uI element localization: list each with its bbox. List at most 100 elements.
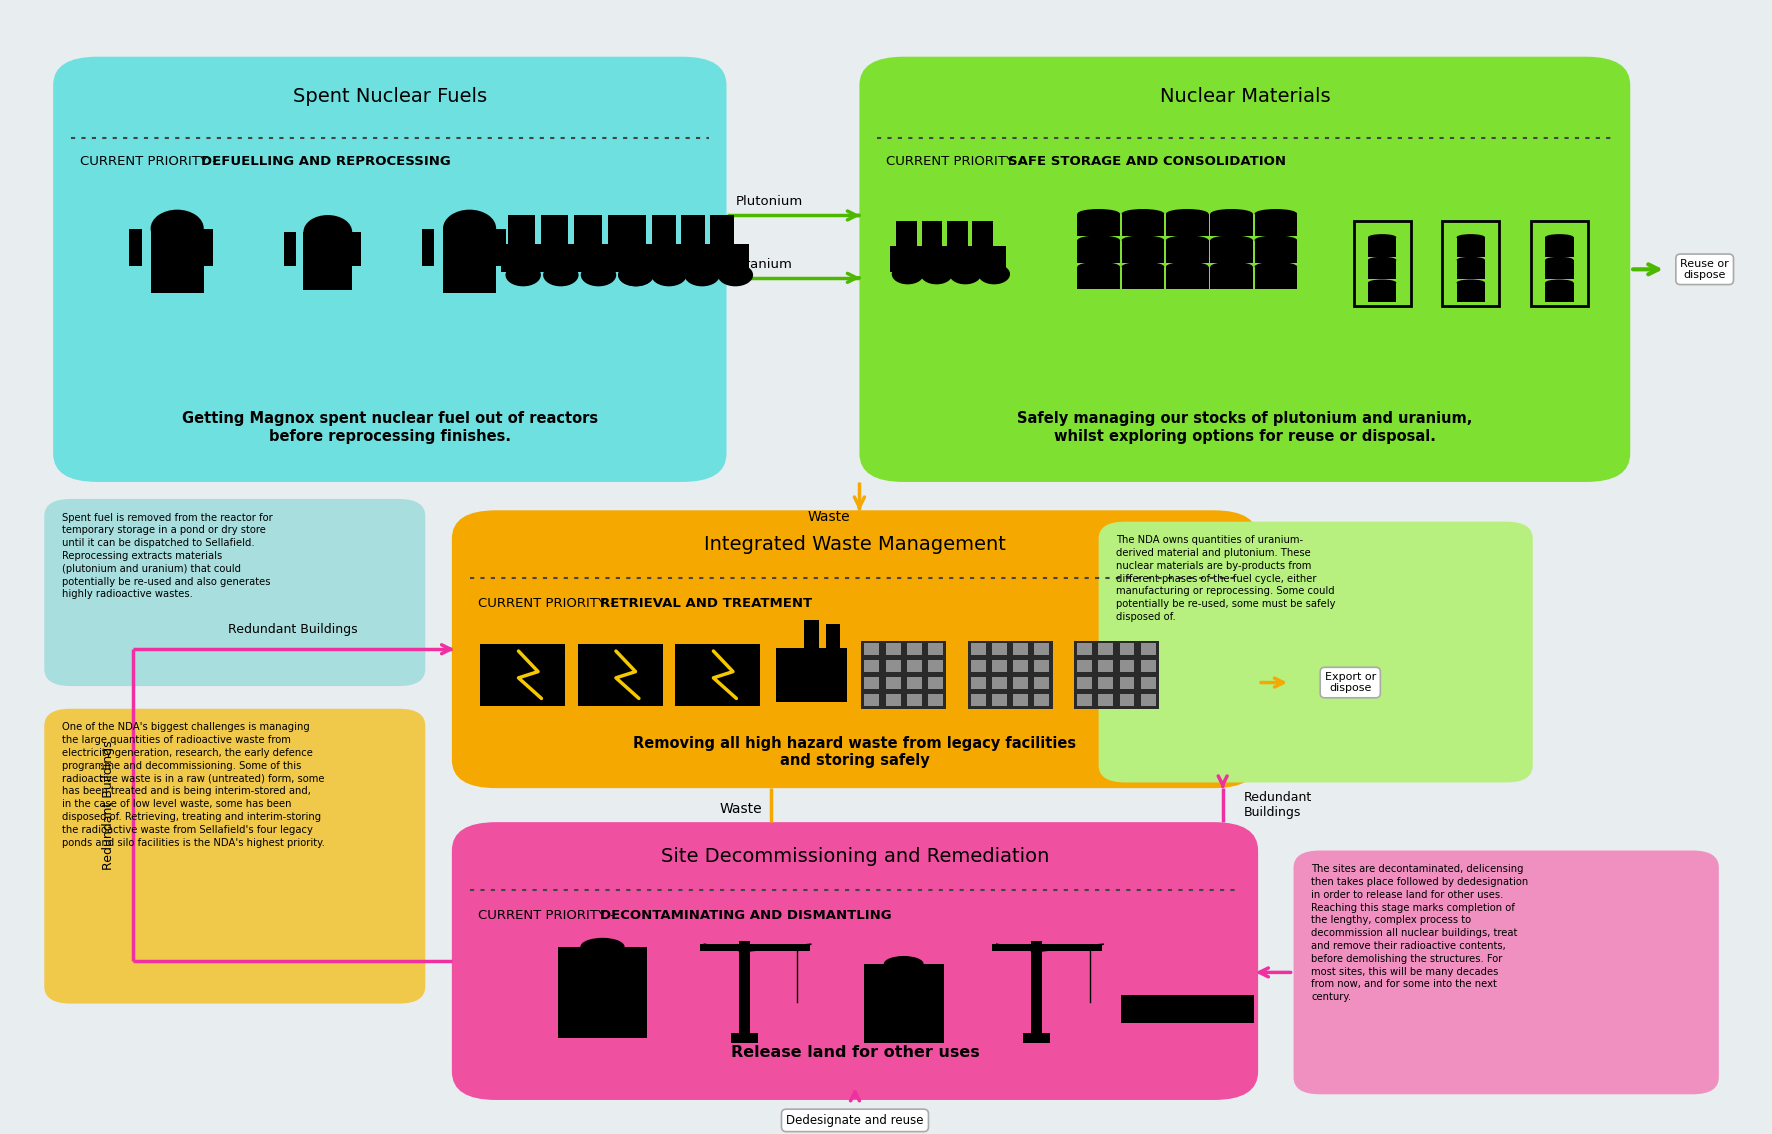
Bar <box>711 215 734 244</box>
Text: Plutonium: Plutonium <box>735 195 803 209</box>
Bar <box>804 620 819 648</box>
Circle shape <box>950 264 982 285</box>
Bar <box>1120 694 1134 706</box>
Text: RETRIEVAL AND TREATMENT: RETRIEVAL AND TREATMENT <box>601 596 812 610</box>
Ellipse shape <box>1545 279 1574 286</box>
Bar <box>1368 237 1396 256</box>
Text: Getting Magnox spent nuclear fuel out of reactors
before reprocessing finishes.: Getting Magnox spent nuclear fuel out of… <box>183 412 597 443</box>
Bar <box>907 677 921 689</box>
Text: Redundant Buildings: Redundant Buildings <box>103 741 115 870</box>
Ellipse shape <box>1545 234 1574 240</box>
Ellipse shape <box>1166 209 1209 219</box>
Ellipse shape <box>1255 262 1297 271</box>
Bar <box>1077 694 1092 706</box>
Ellipse shape <box>1122 209 1164 219</box>
Bar <box>971 660 985 672</box>
Circle shape <box>542 263 578 286</box>
Text: CURRENT PRIORITY -: CURRENT PRIORITY - <box>80 154 222 168</box>
Bar <box>151 229 204 293</box>
Circle shape <box>505 263 540 286</box>
Bar <box>1014 660 1028 672</box>
Ellipse shape <box>1210 262 1253 271</box>
Bar <box>776 648 847 702</box>
Bar <box>1255 214 1297 236</box>
Text: Removing all high hazard waste from legacy facilities
and storing safely: Removing all high hazard waste from lega… <box>633 736 1077 768</box>
Bar <box>929 677 943 689</box>
Circle shape <box>581 263 617 286</box>
Bar <box>1077 643 1092 655</box>
FancyBboxPatch shape <box>1294 850 1719 1094</box>
Bar <box>929 694 943 706</box>
Bar <box>992 945 1031 951</box>
Ellipse shape <box>884 956 923 972</box>
Bar <box>284 232 296 265</box>
Bar <box>574 215 601 244</box>
Bar <box>1099 660 1113 672</box>
Ellipse shape <box>1457 256 1485 263</box>
Text: CURRENT PRIORITY -: CURRENT PRIORITY - <box>886 154 1028 168</box>
Bar <box>992 660 1006 672</box>
FancyBboxPatch shape <box>44 709 425 1004</box>
Bar <box>1014 694 1028 706</box>
Bar <box>622 215 647 244</box>
Bar <box>1210 266 1253 289</box>
Bar <box>1141 643 1155 655</box>
Bar <box>129 229 142 266</box>
Text: Spent fuel is removed from the reactor for
temporary storage in a pond or dry st: Spent fuel is removed from the reactor f… <box>62 513 273 600</box>
Bar <box>1077 660 1092 672</box>
Text: Waste: Waste <box>808 510 851 524</box>
Ellipse shape <box>1166 236 1209 245</box>
FancyBboxPatch shape <box>859 57 1630 482</box>
Ellipse shape <box>1368 234 1396 240</box>
Bar <box>200 229 213 266</box>
Bar <box>992 694 1006 706</box>
Text: Uranium: Uranium <box>735 257 792 271</box>
Ellipse shape <box>151 210 204 247</box>
Bar <box>1122 266 1164 289</box>
Bar <box>1166 240 1209 263</box>
Bar <box>890 246 1006 272</box>
Circle shape <box>618 263 654 286</box>
Bar <box>1545 237 1574 256</box>
FancyBboxPatch shape <box>53 57 727 482</box>
Circle shape <box>891 264 923 285</box>
Bar <box>1210 240 1253 263</box>
Bar <box>1024 1033 1049 1043</box>
Ellipse shape <box>1545 256 1574 263</box>
Ellipse shape <box>1122 236 1164 245</box>
Bar <box>886 694 900 706</box>
Text: Redundant Buildings: Redundant Buildings <box>227 623 358 635</box>
Bar <box>992 677 1006 689</box>
Text: Site Decommissioning and Remediation: Site Decommissioning and Remediation <box>661 847 1049 865</box>
Bar <box>1255 240 1297 263</box>
Text: Integrated Waste Management: Integrated Waste Management <box>703 535 1006 553</box>
Bar <box>968 641 1053 709</box>
Text: SAFE STORAGE AND CONSOLIDATION: SAFE STORAGE AND CONSOLIDATION <box>1008 154 1285 168</box>
Bar <box>1531 221 1588 306</box>
Bar <box>500 244 652 272</box>
Ellipse shape <box>581 938 624 956</box>
FancyBboxPatch shape <box>452 510 1258 788</box>
Text: Reuse or
dispose: Reuse or dispose <box>1680 259 1729 280</box>
Text: Nuclear Materials: Nuclear Materials <box>1159 87 1331 105</box>
Bar <box>493 229 505 266</box>
Bar <box>540 215 569 244</box>
Circle shape <box>921 264 953 285</box>
Bar <box>1014 677 1028 689</box>
Ellipse shape <box>1122 262 1164 271</box>
Bar <box>480 644 565 705</box>
Bar <box>1457 282 1485 302</box>
Bar <box>1035 694 1049 706</box>
Bar <box>1545 260 1574 279</box>
Bar <box>1457 237 1485 256</box>
Bar <box>1166 214 1209 236</box>
Ellipse shape <box>1457 234 1485 240</box>
Bar <box>739 945 810 951</box>
Ellipse shape <box>1368 279 1396 286</box>
Bar <box>617 244 748 272</box>
Bar <box>1120 677 1134 689</box>
Bar <box>1077 214 1120 236</box>
Bar <box>826 624 840 648</box>
Bar <box>929 643 943 655</box>
Bar <box>865 643 879 655</box>
